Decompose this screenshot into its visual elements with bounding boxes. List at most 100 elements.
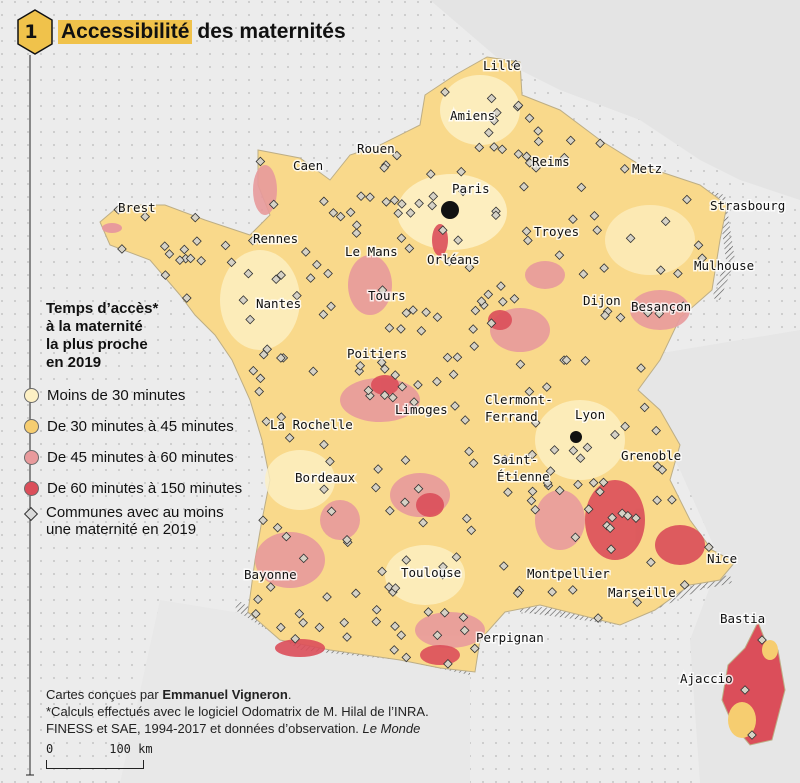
maternity-diamond bbox=[474, 142, 485, 153]
maternity-diamond bbox=[159, 241, 170, 252]
maternity-diamond bbox=[418, 517, 428, 528]
maternity-diamond bbox=[243, 268, 254, 279]
credits-source: Le Monde bbox=[362, 721, 421, 736]
maternity-diamond bbox=[450, 401, 460, 411]
city-label: Strasbourg bbox=[710, 198, 785, 213]
maternity-diamond bbox=[322, 592, 332, 602]
title-block: 1 Accessibilité des maternités bbox=[12, 10, 346, 54]
maternity-diamond bbox=[323, 268, 333, 279]
maternity-diamond bbox=[363, 385, 374, 396]
maternity-diamond bbox=[389, 645, 400, 655]
maternity-diamond bbox=[652, 461, 663, 471]
maternity-diamond bbox=[425, 169, 436, 179]
maternity-diamond bbox=[600, 310, 610, 321]
maternity-diamond bbox=[527, 486, 538, 497]
maternity-diamond bbox=[390, 583, 401, 593]
maternity-diamond bbox=[371, 482, 381, 493]
scale-start: 0 bbox=[46, 742, 54, 756]
maternity-diamond bbox=[693, 240, 704, 250]
maternity-diamond bbox=[428, 191, 439, 202]
legend-item-30-45: De 30 minutes à 45 minutes bbox=[22, 411, 282, 442]
maternity-diamond bbox=[639, 402, 650, 413]
legend-title: Temps d’accès* à la maternité la plus pr… bbox=[46, 300, 159, 371]
maternity-diamond bbox=[345, 207, 356, 218]
maternity-diamond bbox=[510, 59, 521, 70]
maternity-diamond bbox=[140, 211, 151, 222]
maternity-diamond bbox=[554, 250, 565, 260]
maternity-diamond bbox=[384, 582, 394, 592]
diamond-marker-icon bbox=[23, 506, 39, 522]
maternity-diamond bbox=[489, 115, 499, 126]
credits-line1-suffix: . bbox=[287, 687, 292, 702]
maternity-diamond bbox=[226, 257, 237, 268]
maternity-diamond bbox=[281, 531, 292, 542]
maternity-diamond bbox=[489, 142, 499, 152]
swatch-60-150 bbox=[24, 481, 39, 496]
credits-line3-prefix: FINESS et SAE, 1994-2017 et données d’ob… bbox=[46, 721, 363, 736]
maternity-diamond bbox=[459, 625, 470, 636]
city-label: Metz bbox=[632, 161, 662, 176]
maternity-diamond bbox=[437, 569, 448, 580]
scale-end: 100 bbox=[109, 742, 131, 756]
maternity-diamond bbox=[371, 616, 382, 627]
maternity-diamond bbox=[335, 211, 346, 222]
maternity-diamond bbox=[238, 295, 249, 305]
city-label: Ajaccio bbox=[680, 671, 733, 686]
maternity-diamond bbox=[757, 635, 767, 645]
maternity-diamond bbox=[265, 582, 276, 592]
maternity-diamond bbox=[432, 376, 442, 387]
scale-unit: km bbox=[138, 742, 153, 756]
maternity-diamond bbox=[401, 652, 412, 663]
maternity-diamond bbox=[660, 216, 671, 227]
city-label: La Rochelle bbox=[270, 417, 353, 432]
maternity-diamond bbox=[326, 506, 337, 517]
maternity-diamond bbox=[498, 296, 508, 307]
maternity-diamond bbox=[468, 324, 478, 334]
maternity-diamond bbox=[253, 594, 263, 605]
maternity-diamond bbox=[300, 247, 311, 257]
city-label: Dijon bbox=[583, 293, 621, 308]
maternity-diamond bbox=[312, 259, 322, 270]
maternity-diamond bbox=[390, 370, 401, 380]
maternity-diamond bbox=[500, 454, 510, 465]
maternity-diamond bbox=[247, 235, 258, 246]
maternity-diamond bbox=[179, 244, 190, 255]
maternity-diamond bbox=[298, 553, 309, 564]
maternity-diamond bbox=[268, 199, 279, 210]
credits-line2: *Calculs effectués avec le logiciel Odom… bbox=[46, 704, 429, 719]
maternity-diamond bbox=[339, 617, 350, 628]
maternity-diamond bbox=[432, 630, 443, 641]
maternity-diamond bbox=[248, 365, 259, 376]
maternity-diamond bbox=[541, 382, 552, 392]
maternity-diamond bbox=[632, 597, 643, 608]
city-label: Clermont- bbox=[485, 392, 553, 407]
legend-label: De 45 minutes à 60 minutes bbox=[47, 449, 234, 466]
legend-label: De 30 minutes à 45 minutes bbox=[47, 418, 234, 435]
maternity-diamond bbox=[476, 296, 487, 307]
maternity-diamond bbox=[678, 301, 689, 311]
swatch-lt30 bbox=[24, 388, 39, 403]
maternity-diamond bbox=[491, 210, 501, 221]
city-label: Marseille bbox=[608, 585, 676, 600]
maternity-diamond bbox=[598, 477, 609, 488]
maternity-diamond bbox=[466, 525, 477, 536]
maternity-diamond bbox=[561, 355, 572, 365]
maternity-diamond bbox=[271, 274, 281, 285]
maternity-diamond bbox=[636, 363, 646, 373]
maternity-diamond bbox=[458, 612, 469, 623]
maternity-diamond bbox=[533, 136, 544, 147]
maternity-diamond bbox=[427, 200, 437, 211]
maternity-diamond bbox=[326, 301, 336, 312]
maternity-diamond bbox=[432, 312, 443, 322]
maternity-diamond bbox=[521, 226, 532, 237]
maternity-diamond bbox=[421, 307, 431, 318]
maternity-diamond bbox=[351, 588, 361, 599]
maternity-diamond bbox=[396, 233, 407, 243]
maternity-diamond bbox=[377, 566, 387, 577]
maternity-diamond bbox=[325, 456, 335, 467]
number-badge-hexagon bbox=[17, 9, 53, 55]
maternity-diamond bbox=[486, 93, 497, 104]
city-label: Nice bbox=[707, 551, 737, 566]
maternity-diamond bbox=[697, 253, 708, 264]
